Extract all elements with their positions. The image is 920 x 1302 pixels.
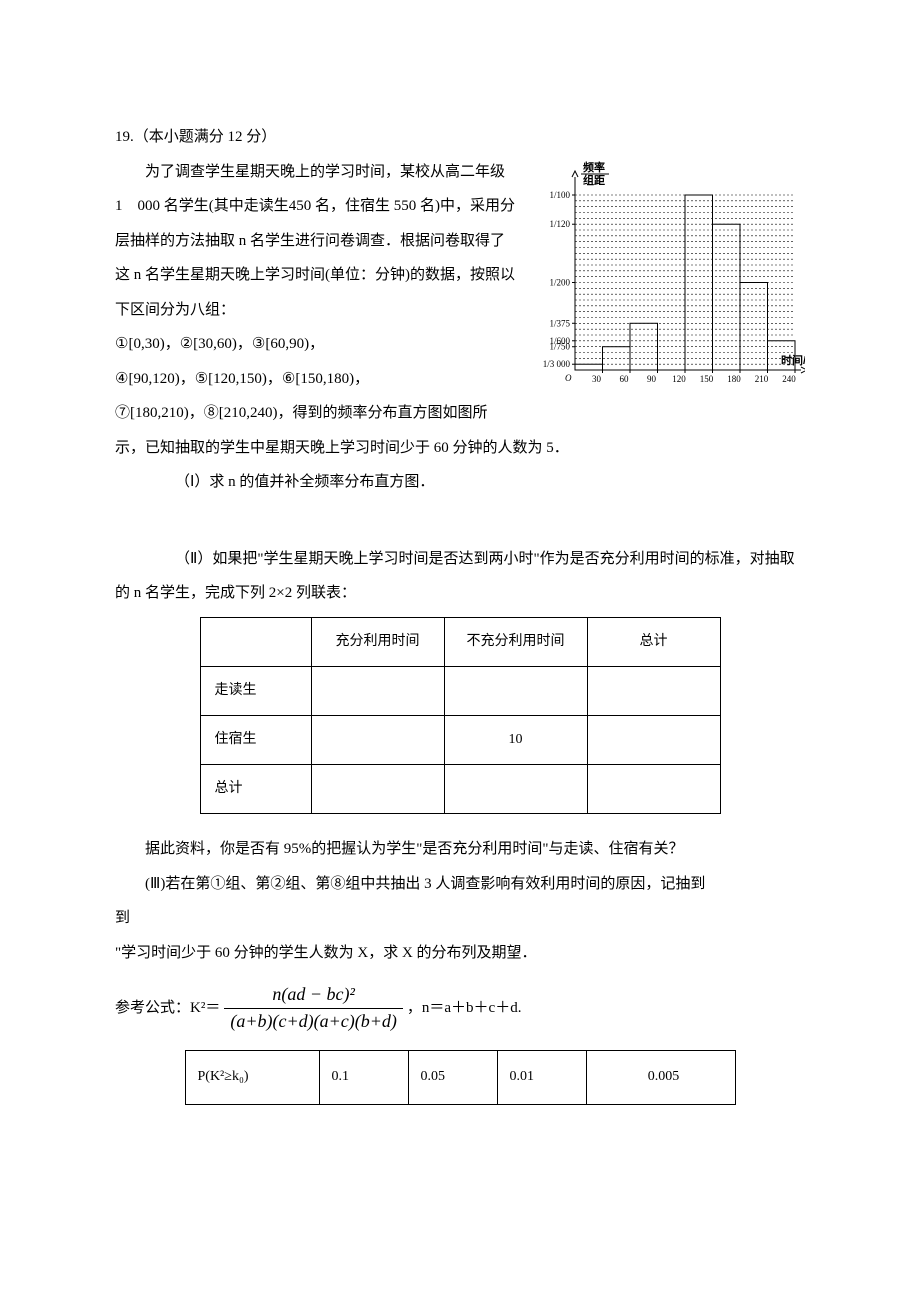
ct-r2c1 [311,715,444,764]
part-1: （Ⅰ）求 n 的值并补全频率分布直方图． [115,465,805,500]
formula-suffix: ，n＝a＋b＋c＋d. [407,1000,522,1017]
ct-r3c2 [444,765,587,814]
svg-text:时间/分钟: 时间/分钟 [781,353,805,367]
ct-h0 [200,617,311,666]
svg-text:1/375: 1/375 [549,318,570,328]
svg-text:150: 150 [700,374,714,384]
svg-text:180: 180 [727,374,741,384]
histogram-figure: 频率组距时间/分钟O1/3 0001/7501/6001/3751/2001/1… [525,160,805,395]
ct-r3c3 [587,765,720,814]
ct-r1c2 [444,666,587,715]
ct-r1c0: 走读生 [200,666,311,715]
question-header: 19.（本小题满分 12 分） [115,120,805,155]
formula-fraction: n(ad − bc)² (a+b)(c+d)(a+c)(b+d) [224,984,403,1032]
ct-h1: 充分利用时间 [311,617,444,666]
svg-text:1/100: 1/100 [549,190,570,200]
formula-prefix: 参考公式：K²＝ [115,1000,220,1017]
kt-c4: 0.005 [586,1051,735,1104]
svg-text:60: 60 [620,374,630,384]
part-3a-tail: 到 [115,901,805,936]
svg-text:1/600: 1/600 [549,335,570,345]
k-table: P(K²≥k₀) 0.1 0.05 0.01 0.005 [185,1050,736,1104]
formula-num: n(ad − bc)² [266,984,361,1008]
contingency-table: 充分利用时间 不充分利用时间 总计 走读生 住宿生 10 总计 [200,617,721,815]
svg-text:1/200: 1/200 [549,277,570,287]
svg-text:频率: 频率 [583,160,605,174]
ct-r2c0: 住宿生 [200,715,311,764]
ct-r1c1 [311,666,444,715]
after-table-text: 据此资料，你是否有 95%的把握认为学生"是否充分利用时间"与走读、住宿有关？ [115,832,805,867]
svg-text:30: 30 [592,374,602,384]
svg-text:组距: 组距 [583,173,605,187]
paragraph-groups-c: ⑦[180,210)，⑧[210,240)，得到的频率分布直方图如图所示，已知抽… [115,396,805,465]
part-3a: (Ⅲ)若在第①组、第②组、第⑧组中共抽出 3 人调查影响有效利用时间的原因，记抽… [115,867,805,902]
kt-c1: 0.1 [319,1051,408,1104]
kt-c0: P(K²≥k₀) [185,1051,319,1104]
svg-text:240: 240 [782,374,796,384]
kt-c3: 0.01 [497,1051,586,1104]
part-3b: "学习时间少于 60 分钟的学生人数为 X，求 X 的分布列及期望． [115,936,805,971]
svg-text:210: 210 [755,374,769,384]
ct-r2c2: 10 [444,715,587,764]
ct-r3c0: 总计 [200,765,311,814]
part-2: （Ⅱ）如果把"学生星期天晚上学习时间是否达到两小时"作为是否充分利用时间的标准，… [115,542,805,611]
svg-text:1/120: 1/120 [549,219,570,229]
histogram-svg: 频率组距时间/分钟O1/3 0001/7501/6001/3751/2001/1… [525,160,805,395]
formula-row: 参考公式：K²＝ n(ad − bc)² (a+b)(c+d)(a+c)(b+d… [115,984,805,1032]
ct-h2: 不充分利用时间 [444,617,587,666]
svg-text:120: 120 [672,374,686,384]
ct-h3: 总计 [587,617,720,666]
svg-text:1/3 000: 1/3 000 [543,359,571,369]
ct-r2c3 [587,715,720,764]
svg-text:O: O [565,373,572,383]
formula-den: (a+b)(c+d)(a+c)(b+d) [224,1008,403,1033]
ct-r3c1 [311,765,444,814]
svg-text:90: 90 [647,374,657,384]
ct-r1c3 [587,666,720,715]
kt-c2: 0.05 [408,1051,497,1104]
